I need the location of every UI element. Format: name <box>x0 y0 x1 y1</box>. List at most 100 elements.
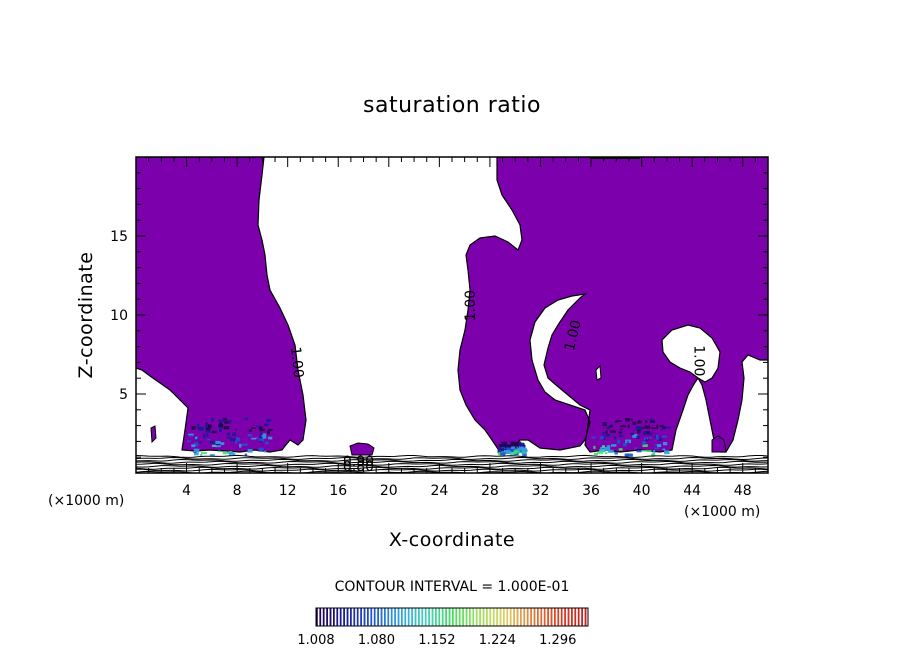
colorbar-segment <box>533 608 536 626</box>
colorbar-segment <box>540 608 543 626</box>
colorbar-segment <box>384 608 386 626</box>
contour-label: 1.00 <box>690 345 706 376</box>
saturation-speck <box>627 453 633 457</box>
colorbar-gap <box>413 608 415 626</box>
saturation-speck <box>649 432 653 436</box>
saturation-speck <box>649 418 654 423</box>
colorbar-segment <box>350 608 352 626</box>
colorbar-gap <box>562 608 565 626</box>
saturation-speck <box>199 427 204 431</box>
saturation-speck <box>630 418 634 421</box>
saturation-speck <box>205 425 212 429</box>
colorbar-gap <box>498 608 500 626</box>
saturation-speck <box>655 434 659 439</box>
colorbar-segment <box>380 608 383 626</box>
surface-contour-line <box>136 464 768 468</box>
colorbar-gap <box>555 608 558 626</box>
saturation-speck <box>500 452 506 456</box>
y-tick-label: 10 <box>110 308 128 324</box>
saturation-speck <box>504 445 509 448</box>
saturation-speck <box>651 427 656 430</box>
saturation-speck <box>191 444 196 448</box>
saturation-speck <box>211 444 217 447</box>
saturation-speck <box>259 426 263 430</box>
saturation-speck <box>218 428 222 432</box>
colorbar-gap <box>474 608 476 626</box>
colorbar-gap <box>464 608 466 626</box>
saturation-speck <box>661 426 667 429</box>
saturation-speck <box>504 441 508 445</box>
high-saturation-specks <box>187 417 671 458</box>
saturation-speck <box>266 430 270 435</box>
saturation-speck <box>652 450 656 454</box>
saturation-speck <box>618 448 623 451</box>
colorbar-segment <box>411 608 414 626</box>
colorbar-segment <box>543 608 546 626</box>
colorbar-segment <box>421 608 424 626</box>
colorbar-gap <box>477 608 480 626</box>
cloud-region-left <box>136 157 307 453</box>
saturation-speck <box>205 433 209 437</box>
saturation-speck <box>642 444 648 448</box>
surface-contour-line <box>136 458 768 462</box>
saturation-speck <box>235 437 241 442</box>
colorbar-gap <box>549 608 551 626</box>
colorbar-gap <box>423 608 425 626</box>
saturation-speck <box>627 424 630 428</box>
colorbar-gap <box>545 608 548 626</box>
colorbar-gap <box>372 608 374 626</box>
colorbar-gap <box>518 608 520 626</box>
saturation-speck <box>593 445 596 449</box>
saturation-speck <box>601 445 605 449</box>
saturation-speck <box>205 424 208 428</box>
x-tick-label: 44 <box>683 483 701 499</box>
colorbar <box>316 608 588 626</box>
colorbar-gap <box>375 608 378 626</box>
colorbar-gap <box>443 608 446 626</box>
saturation-speck <box>501 444 504 447</box>
colorbar-gap <box>416 608 418 626</box>
saturation-speck <box>229 438 236 442</box>
saturation-speck <box>223 426 230 430</box>
colorbar-label: 1.080 <box>358 633 395 648</box>
saturation-speck <box>220 442 225 445</box>
colorbar-segment <box>506 608 509 626</box>
colorbar-gap <box>508 608 510 626</box>
saturation-speck <box>597 451 604 454</box>
y-tick-label: 15 <box>110 229 128 245</box>
saturation-speck <box>599 436 604 440</box>
colorbar-segment <box>577 608 580 626</box>
colorbar-segment <box>445 608 448 626</box>
saturation-speck <box>200 454 203 457</box>
colorbar-segment <box>530 608 533 626</box>
saturation-speck <box>510 441 515 446</box>
colorbar-segment <box>503 608 505 626</box>
colorbar-gap <box>436 608 439 626</box>
saturation-speck <box>244 453 248 456</box>
saturation-speck <box>232 432 236 437</box>
colorbar-gap <box>399 608 401 626</box>
saturation-speck <box>191 425 196 430</box>
saturation-speck <box>649 436 652 439</box>
saturation-speck <box>193 452 199 456</box>
x-axis-label: X-coordinate <box>389 529 515 551</box>
saturation-speck <box>609 430 616 434</box>
colorbar-segment <box>424 608 427 626</box>
saturation-speck <box>519 442 525 445</box>
contour-label: 1.00 <box>562 318 585 352</box>
saturation-speck <box>209 454 215 457</box>
colorbar-gap <box>504 608 507 626</box>
saturation-speck <box>637 420 642 424</box>
colorbar-segment <box>363 608 366 626</box>
colorbar-labels: 1.008 1.080 1.152 1.224 1.296 <box>297 633 576 648</box>
saturation-speck <box>511 446 515 449</box>
saturation-speck <box>501 441 507 444</box>
colorbar-segment <box>404 608 407 626</box>
contour-label: 1.00 <box>287 346 306 379</box>
colorbar-gap <box>334 608 337 626</box>
saturation-speck <box>636 436 641 439</box>
contour-interval-text: CONTOUR INTERVAL = 1.000E-01 <box>335 579 570 595</box>
x-tick-label: 16 <box>329 483 347 499</box>
saturation-speck <box>506 446 512 449</box>
contour-label: 1.00 <box>463 290 479 321</box>
